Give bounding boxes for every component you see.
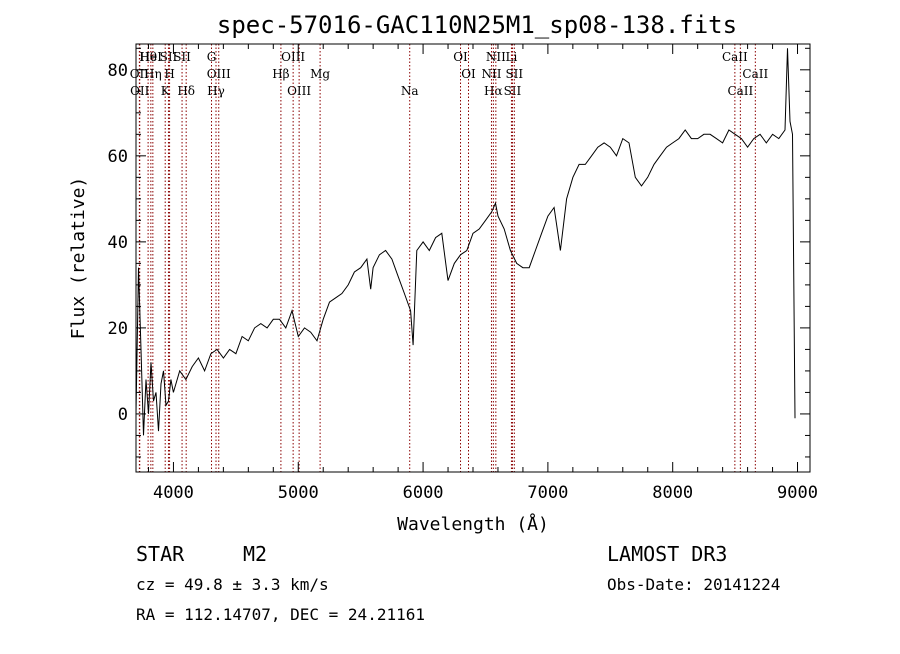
spectral-line-label: SII <box>505 67 523 81</box>
spectral-line-label: OI <box>461 67 476 81</box>
spectral-line-label: G <box>207 50 217 64</box>
x-tick-label: 4000 <box>153 483 194 503</box>
spectral-line-label: OI <box>453 50 468 64</box>
object-class: STAR <box>136 542 185 566</box>
y-tick-label: 0 <box>118 405 128 425</box>
x-tick-label: 7000 <box>527 483 568 503</box>
spectral-line-label: H <box>164 67 174 81</box>
spectral-line-label: NII <box>481 67 501 81</box>
spectral-line-label: Hθ <box>139 50 157 64</box>
spectral-line-label: Hα <box>484 84 503 98</box>
spectral-line-markers: HθOIIOIIHeIHηKSIIHHδSIIOIIIHγGHβOIIIOIII… <box>130 44 768 472</box>
spectral-line-label: OIII <box>207 67 231 81</box>
spectral-line-label: Hη <box>144 67 162 81</box>
spectral-line-label: CaII <box>722 50 748 64</box>
x-tick-label: 5000 <box>278 483 319 503</box>
spectral-line-label: Li <box>506 50 518 64</box>
spectral-line-label: Na <box>401 84 419 98</box>
chart-title: spec-57016-GAC110N25M1_sp08-138.fits <box>217 11 737 39</box>
spectral-line-label: CaII <box>727 84 753 98</box>
spectral-line-label: Mg <box>310 67 330 81</box>
spectral-line-label: SII <box>504 84 522 98</box>
y-tick-label: 80 <box>108 61 128 81</box>
spectral-line-label: OIII <box>287 84 311 98</box>
coordinates: RA = 112.14707, DEC = 24.21161 <box>136 605 425 624</box>
spectral-line-label: Hδ <box>177 84 195 98</box>
y-axis-label: Flux (relative) <box>68 177 89 340</box>
spectral-line-label: OIII <box>281 50 305 64</box>
x-axis-ticks: 4000 5000 6000 7000 8000 9000 <box>147 44 818 503</box>
x-axis-label: Wavelength (Å) <box>397 513 549 535</box>
y-tick-label: 40 <box>108 233 128 253</box>
spectral-line-label: HeI <box>140 50 163 64</box>
spectral-line-label: OII <box>130 67 150 81</box>
flux-series-line <box>135 48 796 436</box>
object-subclass: M2 <box>243 542 267 566</box>
x-tick-label: 6000 <box>403 483 444 503</box>
spectral-line-label: CaII <box>742 67 768 81</box>
spectral-line-label: SII <box>173 50 191 64</box>
spectral-line-label: Hβ <box>272 67 289 81</box>
spectral-line-label: NII <box>486 50 506 64</box>
spectral-line-label: Hγ <box>207 84 225 98</box>
y-tick-label: 20 <box>108 319 128 339</box>
survey-name: LAMOST DR3 <box>607 542 727 566</box>
y-axis-ticks: 0 20 40 60 80 <box>108 47 810 458</box>
redshift-value: cz = 49.8 ± 3.3 km/s <box>136 575 329 594</box>
y-tick-label: 60 <box>108 147 128 167</box>
x-tick-label: 8000 <box>652 483 693 503</box>
observation-date: Obs-Date: 20141224 <box>607 575 780 594</box>
x-tick-label: 9000 <box>777 483 818 503</box>
spectral-line-label: K <box>161 84 171 98</box>
